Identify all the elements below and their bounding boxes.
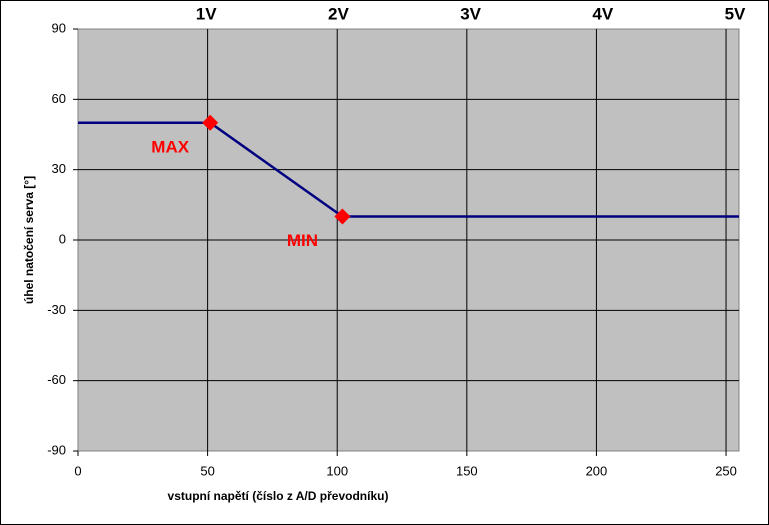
- y-tick-label: 60: [52, 91, 66, 106]
- annotation: MAX: [151, 137, 189, 156]
- x2-tick-label: 3V: [460, 4, 481, 23]
- x2-tick-label: 4V: [592, 4, 613, 23]
- x-tick-label: 200: [586, 463, 608, 478]
- x-tick-label: 0: [74, 463, 81, 478]
- y-tick-label: 30: [52, 161, 66, 176]
- x-tick-label: 100: [326, 463, 348, 478]
- line-series: [78, 121, 739, 218]
- y-axis-label: úhel natočení serva [°]: [22, 176, 36, 304]
- y-tick-label: -90: [47, 442, 66, 457]
- x2-tick-label: 2V: [328, 4, 349, 23]
- marker: [202, 114, 219, 131]
- y-tick-label: -60: [47, 372, 66, 387]
- y-tick-label: 90: [52, 20, 66, 35]
- x-tick-label: 50: [200, 463, 214, 478]
- marker: [334, 208, 351, 225]
- x-tick-label: 150: [456, 463, 478, 478]
- x2-tick-label: 1V: [196, 4, 217, 23]
- x2-tick-label: 5V: [725, 4, 746, 23]
- annotation: MIN: [287, 231, 318, 250]
- y-tick-label: -30: [47, 302, 66, 317]
- x-axis-label: vstupní napětí (číslo z A/D převodníku): [168, 489, 389, 503]
- x-tick-label: 250: [715, 463, 737, 478]
- y-tick-label: 0: [59, 231, 66, 246]
